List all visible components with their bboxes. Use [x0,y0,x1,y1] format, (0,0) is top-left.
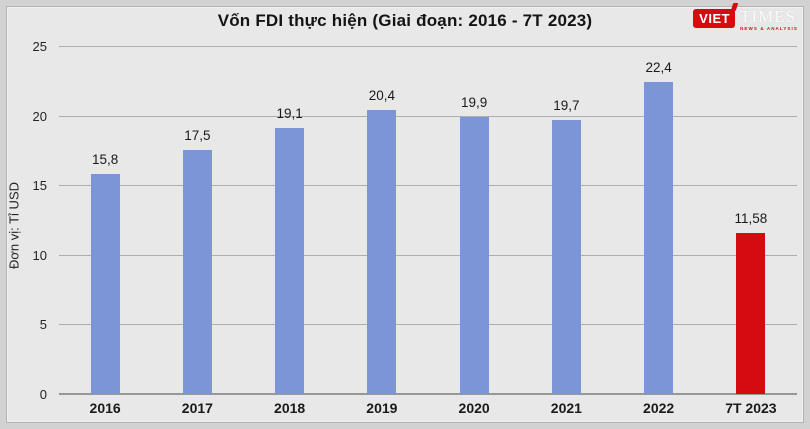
chart-title: Vốn FDI thực hiện (Giai đoạn: 2016 - 7T … [217,11,593,30]
bar-2018 [275,128,305,394]
value-label-2017: 17,5 [184,128,211,144]
viettimes-logo: VIET TIMES NEWS & ANALYSIS [693,7,798,31]
viettimes-logo-viet-badge: VIET [693,9,736,28]
bar-2016 [90,174,120,394]
category-label-2018: 2018 [274,400,306,416]
viettimes-logo-times-text: TIMES [740,7,797,26]
category-label-2021: 2021 [550,400,582,416]
value-label-2021: 19,7 [553,97,580,113]
bar-7T-2023 [736,232,766,394]
category-label-7T-2023: 7T 2023 [725,400,777,416]
bar-2021 [551,119,581,394]
bar-2022 [644,82,674,394]
value-label-2016: 15,8 [91,152,119,168]
category-label-2019: 2019 [366,400,398,416]
y-tick-label-0: 0 [39,387,47,402]
category-label-2017: 2017 [181,400,213,416]
value-label-2018: 19,1 [276,106,303,122]
gridline-15 [59,185,797,187]
y-tick-label-5: 5 [39,317,47,333]
viettimes-logo-tagline: NEWS & ANALYSIS [740,26,798,31]
category-label-2016: 2016 [89,400,121,416]
category-label-2020: 2020 [458,400,490,416]
gridline-20 [59,115,797,117]
category-label-2022: 2022 [643,400,675,416]
bar-2017 [182,150,212,394]
gridline-10 [59,254,797,256]
gridline-25 [59,46,797,47]
y-tick-label-15: 15 [32,178,47,194]
plot-area [59,46,797,395]
value-label-2020: 19,9 [460,94,488,110]
y-tick-label-20: 20 [32,108,47,124]
bar-2019 [367,110,397,394]
y-tick-label-25: 25 [32,39,47,54]
gridline-5 [59,324,797,326]
value-label-2022: 22,4 [645,60,672,76]
x-axis-line [59,393,797,395]
value-label-7T-2023: 11,58 [734,210,768,226]
bar-2020 [459,117,489,394]
y-tick-label-10: 10 [32,247,47,263]
value-label-2019: 20,4 [368,88,396,104]
